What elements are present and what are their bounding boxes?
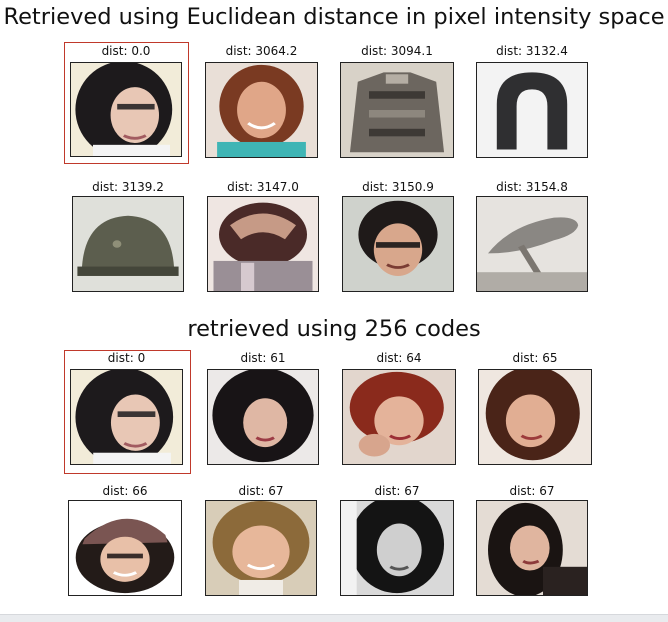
knit-sweater-photo [340, 62, 454, 158]
distance-label: dist: 3132.4 [496, 44, 568, 58]
result-cell[interactable]: dist: 3094.1 [340, 44, 454, 162]
result-cell[interactable]: dist: 67 [476, 484, 588, 600]
result-cell[interactable]: dist: 3147.0 [207, 178, 319, 294]
distance-label: dist: 67 [374, 484, 420, 498]
result-cell[interactable]: dist: 3154.8 [476, 178, 588, 294]
distance-label: dist: 3094.1 [361, 44, 433, 58]
horseshoe-photo [476, 62, 588, 158]
face-dark-hair-glasses-photo [70, 62, 182, 157]
face-curly-dark-hair-photo [207, 369, 319, 465]
result-cell[interactable]: dist: 3150.9 [342, 178, 454, 294]
bicycle-seat-photo [476, 196, 588, 292]
query-selection-frame [64, 350, 191, 474]
distance-label: dist: 64 [376, 351, 422, 365]
distance-label: dist: 3147.0 [227, 180, 299, 194]
face-smiling-woman-photo [205, 62, 318, 158]
helmet-photo [72, 196, 184, 292]
result-cell[interactable]: dist: 67 [340, 484, 454, 600]
distance-label: dist: 67 [509, 484, 555, 498]
result-cell[interactable]: dist: 0.0 [70, 44, 182, 162]
distance-label: dist: 3064.2 [225, 44, 298, 58]
result-cell[interactable]: dist: 0 [70, 351, 183, 469]
result-cell[interactable]: dist: 66 [68, 484, 182, 600]
hands-on-head-photo [207, 196, 319, 292]
distance-label: dist: 3150.9 [362, 180, 434, 194]
distance-label: dist: 65 [512, 351, 558, 365]
result-cell[interactable]: dist: 3139.2 [72, 178, 184, 294]
result-cell[interactable]: dist: 64 [342, 351, 456, 469]
section-title-256-codes: retrieved using 256 codes [187, 316, 481, 342]
distance-label: dist: 66 [102, 484, 148, 498]
result-cell[interactable]: dist: 67 [205, 484, 317, 600]
distance-label: dist: 0 [107, 351, 146, 365]
distance-label: dist: 0.0 [101, 44, 151, 58]
result-cell[interactable]: dist: 61 [207, 351, 319, 469]
face-brown-hair-photo [478, 369, 592, 465]
distance-label: dist: 3139.2 [92, 180, 164, 194]
distance-label: dist: 61 [240, 351, 286, 365]
distance-label: dist: 3154.8 [496, 180, 568, 194]
face-woman-glasses-photo [342, 196, 454, 292]
result-cell[interactable]: dist: 3064.2 [205, 44, 318, 162]
window-bottom-bar [0, 614, 668, 622]
face-blonde-hair-photo [205, 500, 317, 596]
face-red-hair-photo [342, 369, 456, 465]
result-cell[interactable]: dist: 3132.4 [476, 44, 588, 162]
query-selection-frame [64, 42, 189, 164]
distance-label: dist: 67 [238, 484, 284, 498]
face-cap-hat-photo [68, 500, 182, 596]
face-dark-hair-glasses-photo [70, 369, 183, 465]
result-cell[interactable]: dist: 65 [478, 351, 592, 469]
face-long-dark-hair-photo [476, 500, 588, 596]
face-grayscale-photo [340, 500, 454, 596]
section-title-euclidean: Retrieved using Euclidean distance in pi… [3, 4, 665, 30]
